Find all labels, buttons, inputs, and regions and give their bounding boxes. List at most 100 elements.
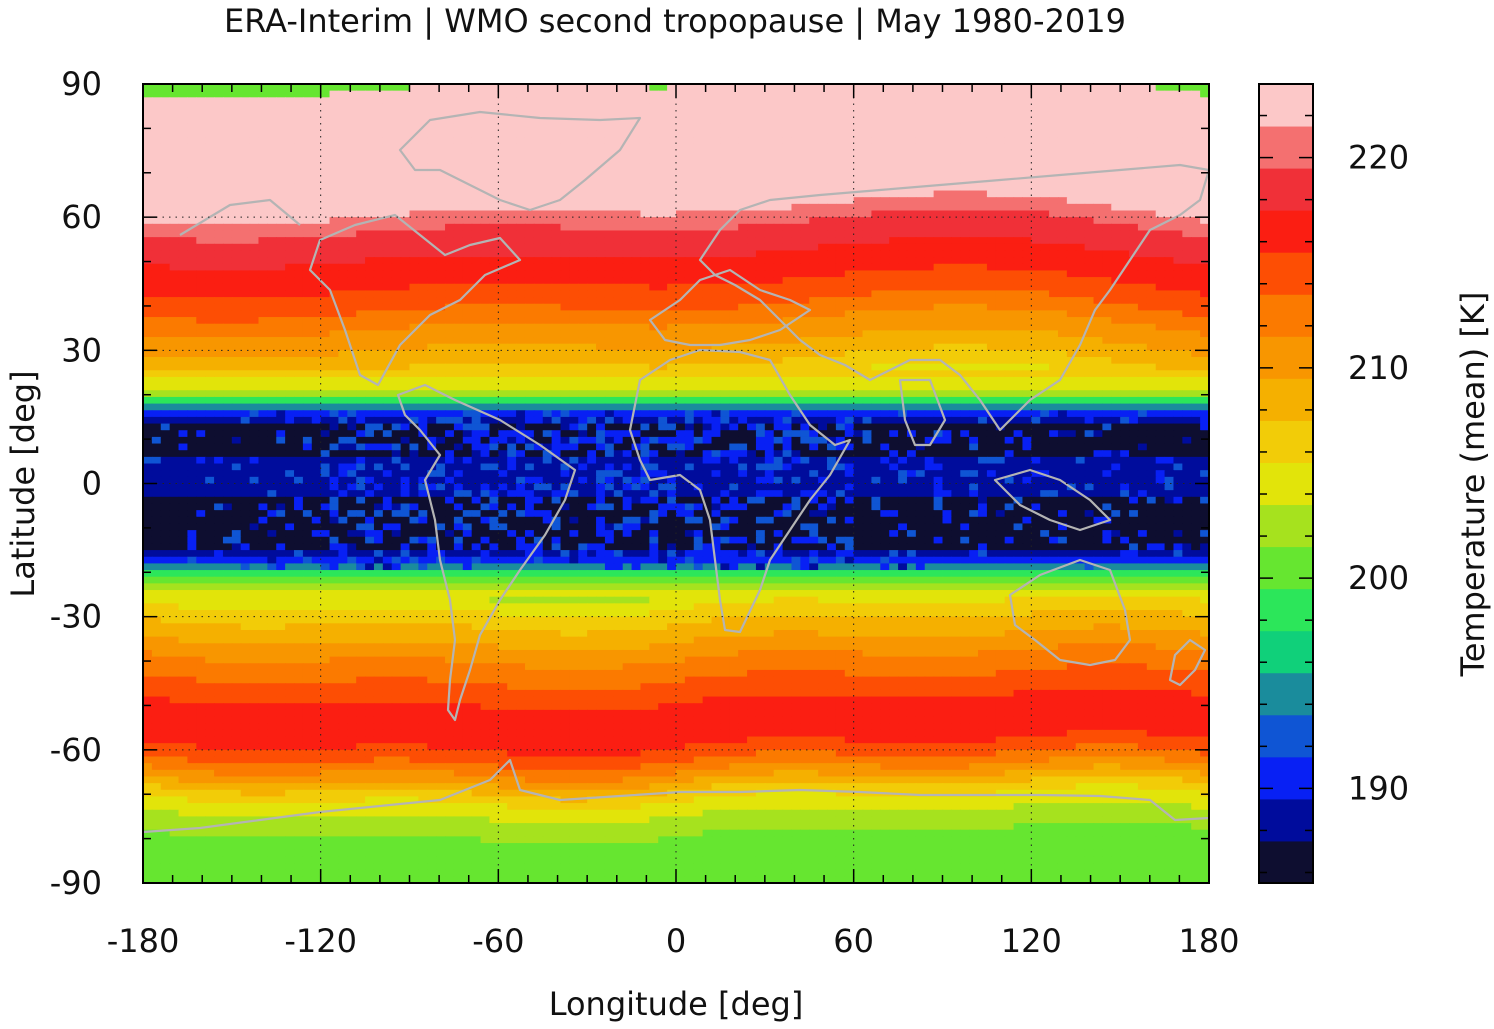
heatmap-cell [356,343,366,351]
heatmap-cell [1075,150,1086,158]
heatmap-cell [1182,177,1192,185]
heatmap-cell [302,270,313,278]
heatmap-cell [649,257,659,265]
heatmap-cell [169,317,180,325]
heatmap-cell [853,217,864,225]
heatmap-cell [542,177,553,185]
heatmap-cell [400,230,411,238]
heatmap-cell [169,163,180,172]
heatmap-cell [684,90,695,98]
heatmap-cell [365,223,375,232]
heatmap-cell [782,317,793,325]
heatmap-cell [915,343,926,351]
heatmap-cell [889,203,899,212]
heatmap-cell [516,257,526,265]
heatmap-cell [889,243,899,252]
heatmap-cell [596,97,606,105]
heatmap-cell [285,230,295,238]
heatmap-cell [569,190,579,198]
heatmap-cell [649,250,659,258]
heatmap-cell [809,97,819,105]
heatmap-cell [143,343,153,351]
heatmap-cell [524,330,535,338]
heatmap-cell [986,203,997,212]
heatmap-cell [613,177,624,185]
heatmap-cell [1013,270,1024,278]
heatmap-cell [1164,163,1175,172]
heatmap-cell [782,210,793,218]
heatmap-cell [898,243,908,252]
heatmap-cell [729,97,739,105]
heatmap-cell [516,103,526,112]
heatmap-cell [906,210,917,218]
heatmap-cell [782,350,793,358]
heatmap-cell [720,356,730,365]
heatmap-cell [791,323,801,331]
heatmap-cell [649,243,659,252]
heatmap-cell [409,310,419,318]
heatmap-cell [205,250,215,258]
heatmap-cell [1111,230,1121,238]
heatmap-cell [320,97,331,105]
heatmap-cell [729,243,739,252]
heatmap-cell [196,250,206,258]
heatmap-cell [1075,217,1086,225]
heatmap-cell [693,217,704,225]
heatmap-cell [320,143,331,152]
heatmap-cell [835,90,846,98]
heatmap-cell [1031,90,1041,98]
heatmap-cell [658,130,668,138]
heatmap-cell [791,297,801,305]
heatmap-cell [720,130,730,138]
heatmap-cell [391,123,402,132]
heatmap-cell [782,97,793,105]
heatmap-cell [729,350,739,358]
heatmap-cell [418,150,428,158]
heatmap-cell [1191,210,1201,218]
heatmap-cell [1040,330,1050,338]
heatmap-cell [1057,330,1068,338]
heatmap-cell [391,170,402,178]
heatmap-cell [1022,303,1032,311]
heatmap-cell [827,290,837,298]
heatmap-cell [755,137,766,145]
heatmap-cell [1013,243,1024,252]
heatmap-cell [755,230,766,238]
heatmap-cell [151,170,162,178]
heatmap-cell [693,183,704,192]
heatmap-cell [427,157,437,165]
heatmap-cell [489,197,499,205]
heatmap-cell [507,337,517,345]
heatmap-cell [143,310,153,318]
heatmap-cell [995,203,1006,212]
heatmap-cell [1013,210,1024,218]
heatmap-cell [818,263,828,272]
heatmap-cell [373,290,384,298]
heatmap-cell [773,137,784,145]
heatmap-cell [249,84,260,92]
heatmap-cell [329,290,340,298]
heatmap-cell [391,210,402,218]
heatmap-cell [755,263,766,272]
heatmap-cell [143,97,153,105]
heatmap-cell [542,130,553,138]
heatmap-cell [578,283,588,292]
heatmap-cell [489,297,499,305]
heatmap-cell [1182,297,1192,305]
heatmap-cell [978,230,988,238]
heatmap-cell [613,203,624,212]
heatmap-cell [1191,343,1201,351]
heatmap-cell [1111,350,1121,358]
heatmap-cell [1013,203,1024,212]
heatmap-cell [365,243,375,252]
heatmap-cell [480,123,491,132]
heatmap-cell [853,243,864,252]
heatmap-cell [560,243,570,252]
heatmap-cell [365,337,375,345]
heatmap-cell [524,210,535,218]
heatmap-cell [489,356,499,365]
heatmap-cell [853,110,864,118]
heatmap-cell [427,110,437,118]
heatmap-cell [729,223,739,232]
heatmap-cell [889,317,899,325]
